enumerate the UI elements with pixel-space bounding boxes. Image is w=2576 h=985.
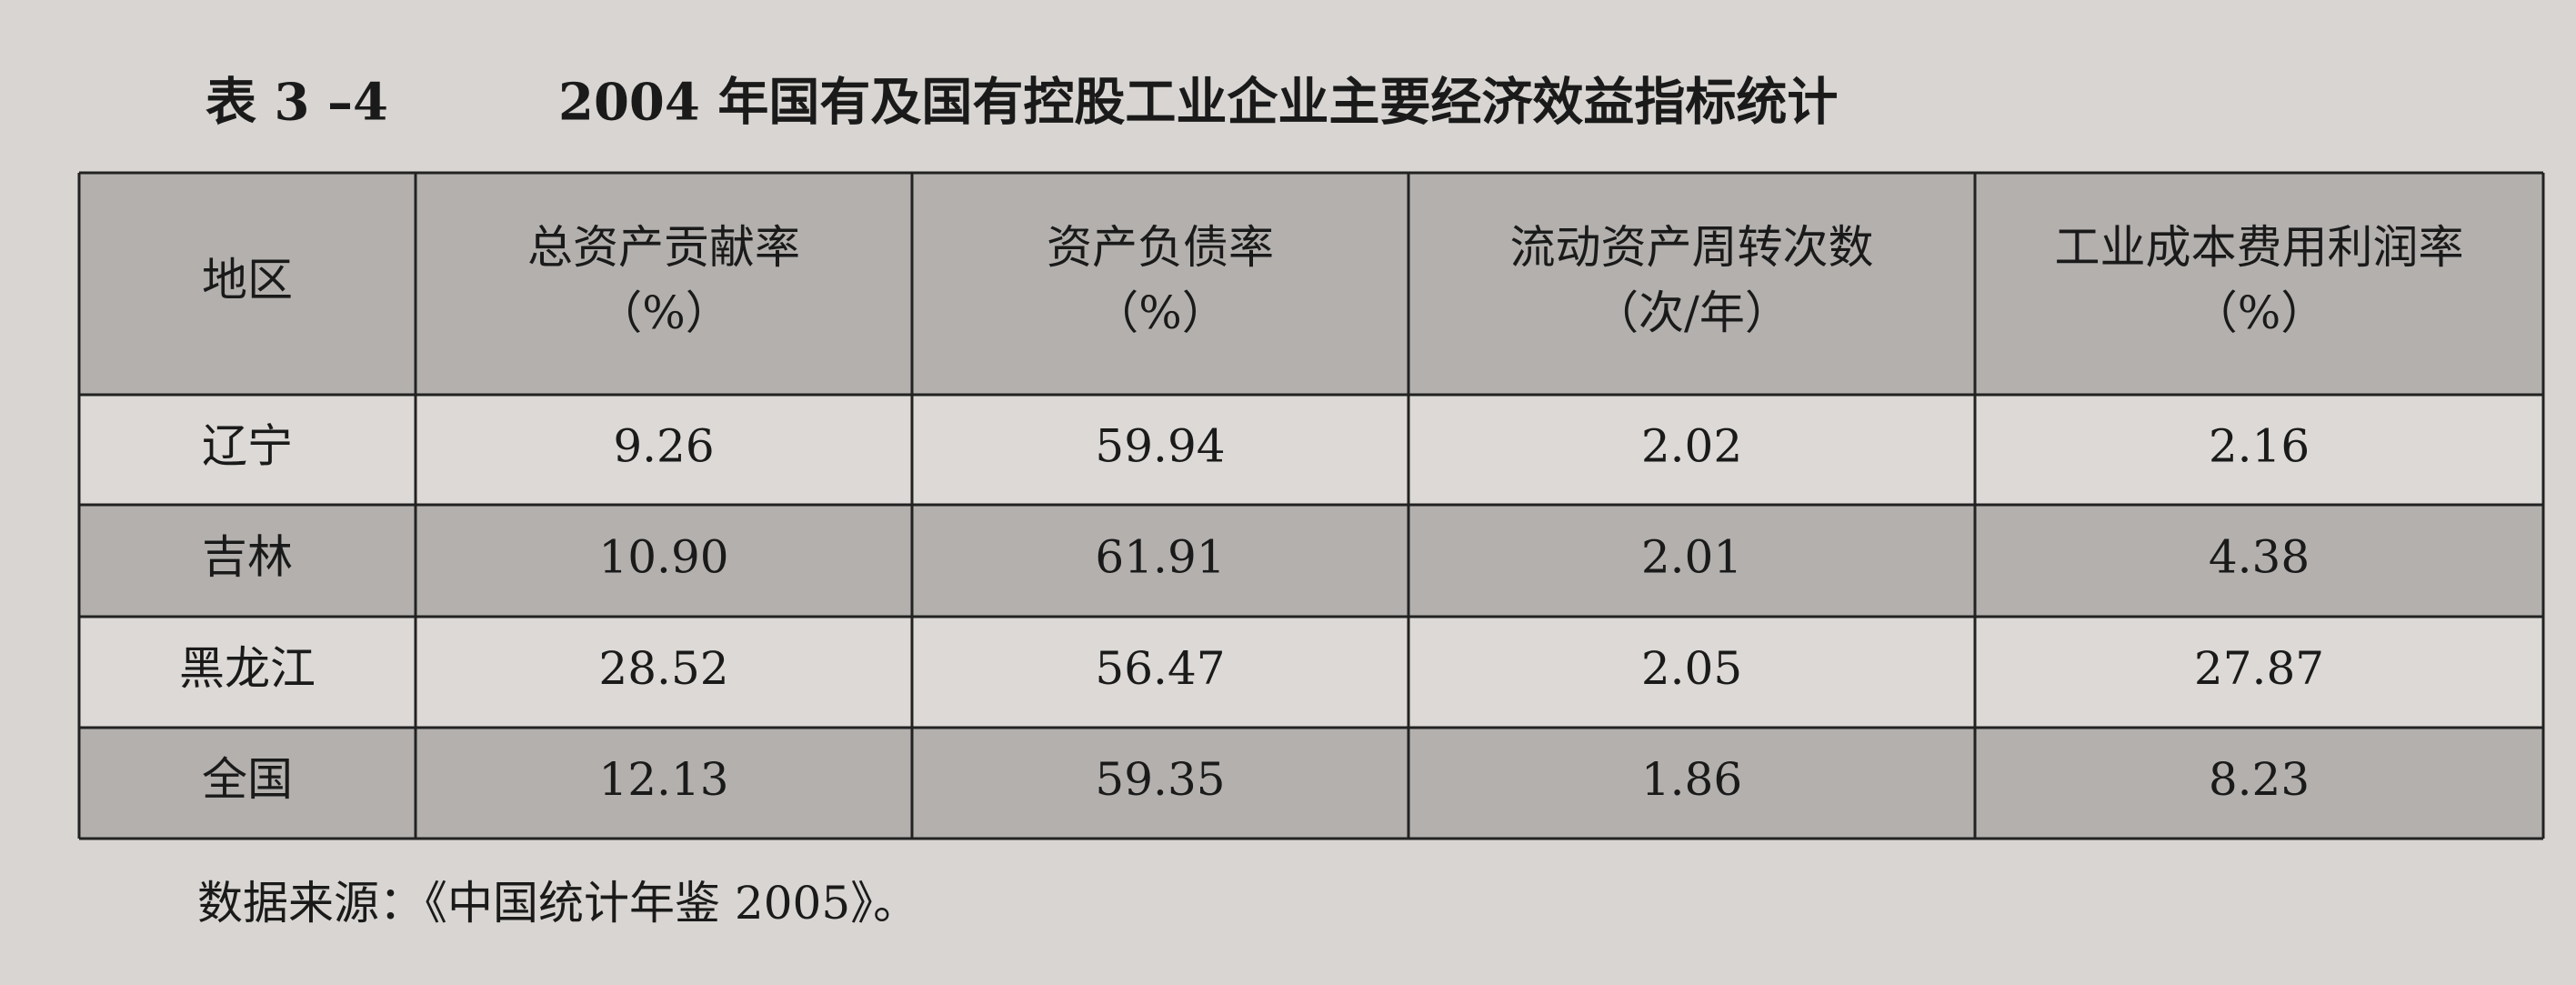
table-cell: 2.05 <box>1641 642 1742 695</box>
table-cell: 2.02 <box>1641 420 1742 473</box>
table-cell: 8.23 <box>2209 753 2310 806</box>
table-cell: 61.91 <box>1095 531 1225 584</box>
table-cell: 12.13 <box>598 753 728 806</box>
table-cell: 2.16 <box>2209 420 2310 473</box>
table-cell: 2.01 <box>1641 531 1742 584</box>
row-header: 黑龙江 <box>179 642 316 695</box>
table-cell: 59.94 <box>1095 420 1225 473</box>
table-cell: 27.87 <box>2194 642 2324 695</box>
table-cell: 4.38 <box>2209 531 2310 584</box>
footnote: 数据来源：《中国统计年鉴 2005》。 <box>197 877 918 930</box>
row-background <box>79 395 2543 505</box>
table-cell: 1.86 <box>1641 753 1742 806</box>
row-background <box>79 728 2543 839</box>
table-cell: 10.90 <box>598 531 728 584</box>
column-header: （%） <box>1093 286 1228 339</box>
column-header: （次/年） <box>1593 286 1790 339</box>
column-header: 流动资产周转次数 <box>1510 221 1874 274</box>
table-cell: 59.35 <box>1095 753 1225 806</box>
table-cell: 9.26 <box>613 420 714 473</box>
column-header: 工业成本费用利润率 <box>2055 221 2464 274</box>
table-label: 表 3 –4 <box>205 73 388 133</box>
table-cell: 56.47 <box>1095 642 1225 695</box>
row-background <box>79 505 2543 617</box>
column-header: 地区 <box>202 254 293 307</box>
row-header: 全国 <box>202 753 293 806</box>
row-background <box>79 173 2543 395</box>
column-header: （%） <box>2192 286 2327 339</box>
row-header: 吉林 <box>202 531 293 584</box>
table-title: 2004 年国有及国有控股工业企业主要经济效益指标统计 <box>558 73 1838 133</box>
column-header: （%） <box>596 286 731 339</box>
column-header: 资产负债率 <box>1047 221 1274 274</box>
column-header: 总资产贡献率 <box>527 221 800 274</box>
table: 地区 总资产贡献率 （%） 资产负债率 （%） 流动资产周转次数 （次/年） 工业成本费用利润… <box>77 171 2545 840</box>
table-cell: 28.52 <box>598 642 728 695</box>
row-background <box>79 617 2543 728</box>
row-header: 辽宁 <box>202 420 293 473</box>
